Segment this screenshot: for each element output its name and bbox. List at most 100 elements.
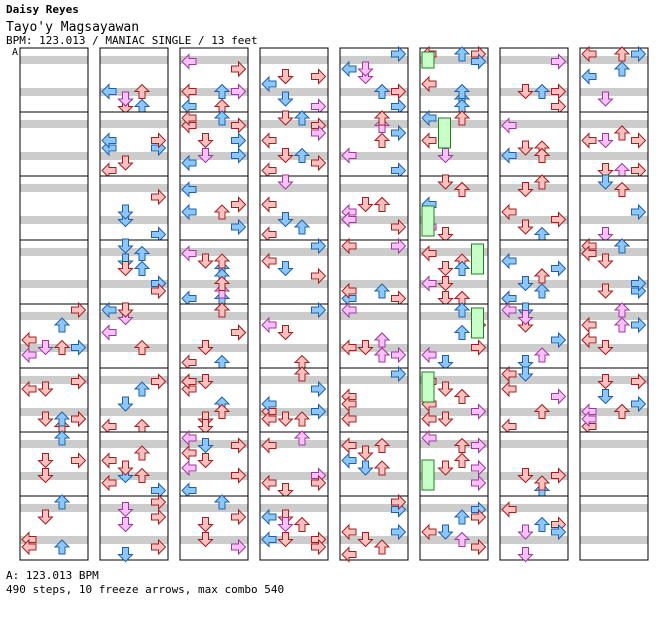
stripe (260, 536, 328, 544)
step-arrow (391, 237, 407, 255)
step-arrow (581, 331, 597, 349)
step-arrow (117, 155, 134, 171)
section-marker: A (12, 47, 19, 58)
stripe (500, 216, 568, 224)
stripe (340, 104, 408, 112)
stripe (100, 216, 168, 224)
stripe (500, 376, 568, 384)
freeze-arrow (421, 51, 435, 69)
step-arrow (471, 339, 487, 356)
stripe (580, 264, 648, 272)
stripe (580, 72, 648, 80)
stripe (180, 504, 248, 512)
step-arrow (421, 109, 437, 127)
step-arrow (453, 531, 471, 547)
step-arrow (53, 494, 71, 510)
step-arrow (117, 91, 134, 107)
step-arrow (453, 83, 471, 99)
stripe (420, 184, 488, 192)
stripe (180, 360, 248, 368)
stripe (100, 408, 168, 416)
stripe (180, 376, 248, 384)
stripe (260, 488, 328, 496)
stripe (260, 424, 328, 432)
stripe (180, 152, 248, 160)
step-arrow (277, 69, 294, 85)
stripe (20, 424, 88, 432)
stripe (20, 408, 88, 416)
step-arrow (181, 373, 197, 390)
stripe (260, 168, 328, 176)
step-arrow (277, 517, 294, 533)
step-arrow (373, 332, 391, 348)
step-arrow (341, 546, 357, 563)
stripe (180, 424, 248, 432)
stripe (260, 104, 328, 112)
stripe (260, 408, 328, 416)
step-arrow (391, 346, 407, 364)
step-arrow (581, 245, 597, 262)
step-arrow (517, 524, 534, 540)
step-arrow (421, 245, 437, 262)
stripe (260, 72, 328, 80)
step-arrow (471, 459, 487, 477)
step-arrow (373, 110, 391, 126)
stripe (180, 184, 248, 192)
stripe (260, 520, 328, 528)
step-arrow (437, 261, 454, 277)
stripe (260, 296, 328, 304)
stripe (100, 328, 168, 336)
step-arrow (357, 61, 374, 77)
step-arrow (71, 373, 87, 390)
step-arrow (597, 340, 614, 356)
step-arrow (581, 316, 597, 334)
stripe (340, 520, 408, 528)
step-arrow (21, 538, 37, 556)
stripe (180, 520, 248, 528)
stripe (580, 56, 648, 64)
stripe (180, 120, 248, 128)
step-arrow (613, 317, 631, 333)
step-arrow (311, 154, 327, 172)
stripe (20, 536, 88, 544)
step-arrow (117, 460, 134, 476)
step-arrow (581, 68, 597, 85)
step-arrow (373, 283, 391, 299)
stripe (180, 232, 248, 240)
step-arrow (151, 508, 167, 526)
stripe (500, 248, 568, 256)
step-arrow (391, 218, 407, 236)
stripe (260, 312, 328, 320)
step-arrow (117, 517, 134, 533)
step-arrow (533, 347, 551, 363)
stripe (580, 456, 648, 464)
stripe (500, 552, 568, 560)
step-arrow (311, 403, 327, 420)
step-arrow (517, 310, 534, 326)
step-arrow (597, 163, 614, 179)
step-arrow (101, 301, 117, 319)
chart-column-2 (99, 47, 169, 563)
step-arrow (501, 147, 517, 164)
step-arrow (551, 83, 567, 100)
stripe (100, 280, 168, 288)
step-arrow (533, 475, 551, 491)
step-arrow (357, 197, 374, 213)
stripe (20, 264, 88, 272)
stripe (420, 264, 488, 272)
stripe (100, 104, 168, 112)
stripe (260, 552, 328, 560)
stripe (20, 520, 88, 528)
stripe (580, 440, 648, 448)
step-arrow (391, 365, 407, 383)
stripe (500, 120, 568, 128)
step-arrow (453, 452, 471, 468)
stripe (340, 392, 408, 400)
step-arrow (213, 494, 231, 510)
stripe (420, 520, 488, 528)
step-arrow (53, 539, 71, 555)
step-arrow (231, 218, 247, 236)
stripe (420, 168, 488, 176)
stripe (180, 56, 248, 64)
song-title: Tayo'y Magsayawan (6, 20, 140, 35)
